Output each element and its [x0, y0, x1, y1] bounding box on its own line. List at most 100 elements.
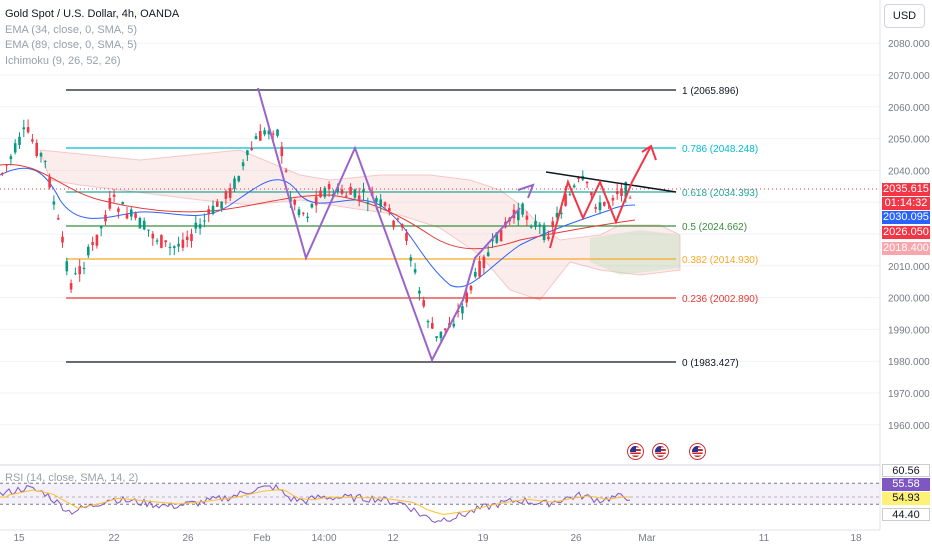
pattern-arrow-head — [517, 183, 535, 199]
candle-body — [31, 139, 34, 142]
candle-body — [259, 131, 262, 141]
candle-body — [237, 176, 241, 182]
candle-body — [18, 136, 21, 145]
candle-body — [190, 233, 193, 242]
time-axis-label: Mar — [638, 533, 656, 544]
candle-body — [198, 224, 202, 229]
fib-level-label: 0.786 (2048.248) — [682, 144, 758, 155]
us-flag-icon[interactable] — [627, 443, 644, 460]
candle-body — [452, 323, 456, 327]
ema89-line — [0, 163, 636, 250]
candle-body — [91, 242, 94, 245]
candle-body — [323, 188, 327, 197]
candle-body — [9, 156, 13, 160]
candle-body — [357, 195, 361, 200]
candle-body — [603, 201, 606, 206]
candle-body — [142, 220, 146, 230]
candle-body — [99, 225, 103, 229]
candle-body — [112, 194, 116, 197]
candle-body — [22, 127, 26, 130]
candle-body — [164, 240, 167, 243]
rsi-value-tag: 55.58 — [882, 478, 930, 491]
rsi-lower-tag: 44.40 — [882, 508, 930, 521]
candle-body — [590, 192, 593, 196]
candle-body — [26, 127, 30, 133]
price-axis-label: 1990.000 — [888, 325, 930, 336]
candle-body — [491, 239, 494, 242]
candle-body — [104, 214, 107, 222]
candle-body — [353, 189, 357, 198]
candle-body — [177, 243, 180, 247]
candle-body — [431, 322, 434, 329]
candle-body — [78, 266, 81, 275]
candle-body — [125, 213, 129, 219]
candle-body — [280, 146, 284, 157]
candle-body — [267, 130, 271, 135]
candle-body — [35, 142, 38, 156]
fib-level-label: 0.5 (2024.662) — [682, 222, 747, 233]
candle-body — [74, 273, 77, 275]
indicator-ichimoku[interactable]: Ichimoku (9, 26, 52, 26) — [5, 54, 121, 67]
countdown-tag: 01:14:32 — [882, 197, 930, 210]
candle-body — [435, 336, 438, 339]
currency-button[interactable]: USD — [884, 4, 925, 28]
candle-body — [254, 136, 258, 140]
candle-body — [465, 292, 468, 303]
candle-body — [263, 130, 266, 135]
price-axis-label: 1970.000 — [888, 389, 930, 400]
candle-body — [134, 213, 137, 218]
candle-body — [52, 201, 56, 205]
candle-body — [310, 203, 314, 208]
time-axis-label: 14:00 — [311, 533, 336, 544]
price-axis-label: 1960.000 — [888, 421, 930, 432]
candle-body — [534, 220, 537, 227]
candle-body — [220, 201, 223, 209]
candle-body — [44, 160, 47, 162]
price-axis-label: 2010.000 — [888, 262, 930, 273]
candle-body — [319, 190, 322, 198]
last-price-tag: 2035.615 — [882, 183, 930, 196]
indicator-ema34[interactable]: EMA (34, close, 0, SMA, 5) — [5, 23, 138, 36]
projection-zigzag — [549, 147, 651, 249]
candle-body — [525, 215, 529, 220]
candle-body — [585, 181, 589, 184]
indicator-ema89[interactable]: EMA (89, close, 0, SMA, 5) — [5, 39, 138, 51]
candle-body — [203, 220, 206, 222]
time-axis-label: 15 — [13, 533, 25, 544]
candle-body — [349, 186, 352, 195]
price-axis-label: 1980.000 — [888, 357, 930, 368]
us-flag-icon[interactable] — [689, 443, 706, 460]
time-axis-label: Feb — [253, 533, 271, 544]
rsi-upper-tag: 60.56 — [882, 464, 930, 477]
ema34-price-tag: 2030.095 — [882, 211, 930, 224]
candle-body — [405, 232, 408, 241]
candle-body — [48, 177, 51, 188]
time-axis-label: 18 — [850, 533, 862, 544]
price-axis-label: 2060.000 — [888, 103, 930, 114]
candle-body — [155, 240, 159, 242]
rsi-legend[interactable]: RSI (14, close, SMA, 14, 2) — [5, 472, 139, 484]
candle-body — [181, 239, 185, 248]
candle-body — [271, 133, 275, 135]
rsi-band — [0, 483, 880, 505]
candle-body — [5, 164, 8, 166]
candle-body — [551, 221, 554, 228]
candle-body — [336, 187, 339, 193]
fib-level-label: 1 (2065.896) — [682, 86, 739, 97]
candle-body — [426, 320, 430, 323]
candle-body — [439, 331, 443, 339]
us-flag-icon[interactable] — [652, 443, 669, 460]
candle-body — [547, 236, 550, 240]
candle-body — [392, 220, 395, 228]
time-axis-label: 19 — [477, 533, 489, 544]
candle-body — [108, 198, 112, 209]
candle-body — [314, 196, 318, 206]
projection-arrow-head — [641, 144, 657, 161]
candle-body — [173, 246, 176, 248]
candle-body — [443, 328, 447, 331]
candle-body — [478, 260, 481, 277]
candle-body — [207, 209, 210, 215]
candle-body — [160, 234, 163, 248]
candle-body — [422, 300, 425, 307]
